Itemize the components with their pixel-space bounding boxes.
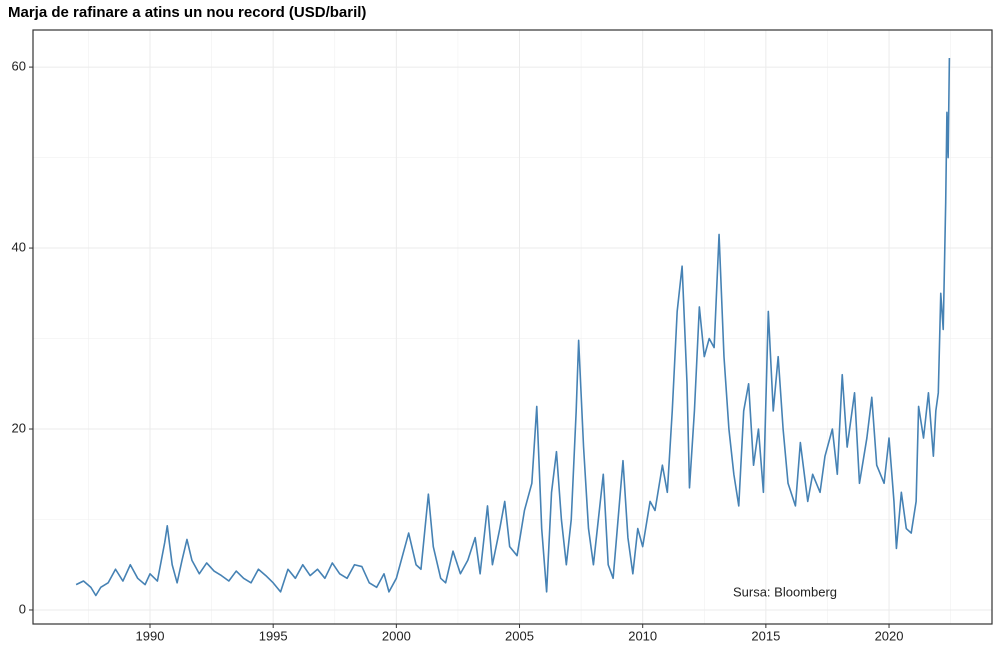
plot-frame: [32, 29, 993, 625]
x-tick-label: 2015: [751, 628, 780, 643]
y-tick-label: 0: [19, 601, 26, 616]
y-tick-label: 20: [12, 420, 26, 435]
x-tick-label: 1990: [136, 628, 165, 643]
annotation: Sursa: Bloomberg: [733, 584, 837, 599]
x-tick-label: 2010: [628, 628, 657, 643]
x-tick-label: 1995: [259, 628, 288, 643]
x-tick-label: 2005: [505, 628, 534, 643]
y-tick-label: 40: [12, 239, 26, 254]
x-tick-label: 2020: [875, 628, 904, 643]
chart-title: Marja de rafinare a atins un nou record …: [8, 4, 366, 21]
x-tick-label: 2000: [382, 628, 411, 643]
y-tick-label: 60: [12, 59, 26, 74]
data-line: [75, 58, 951, 597]
